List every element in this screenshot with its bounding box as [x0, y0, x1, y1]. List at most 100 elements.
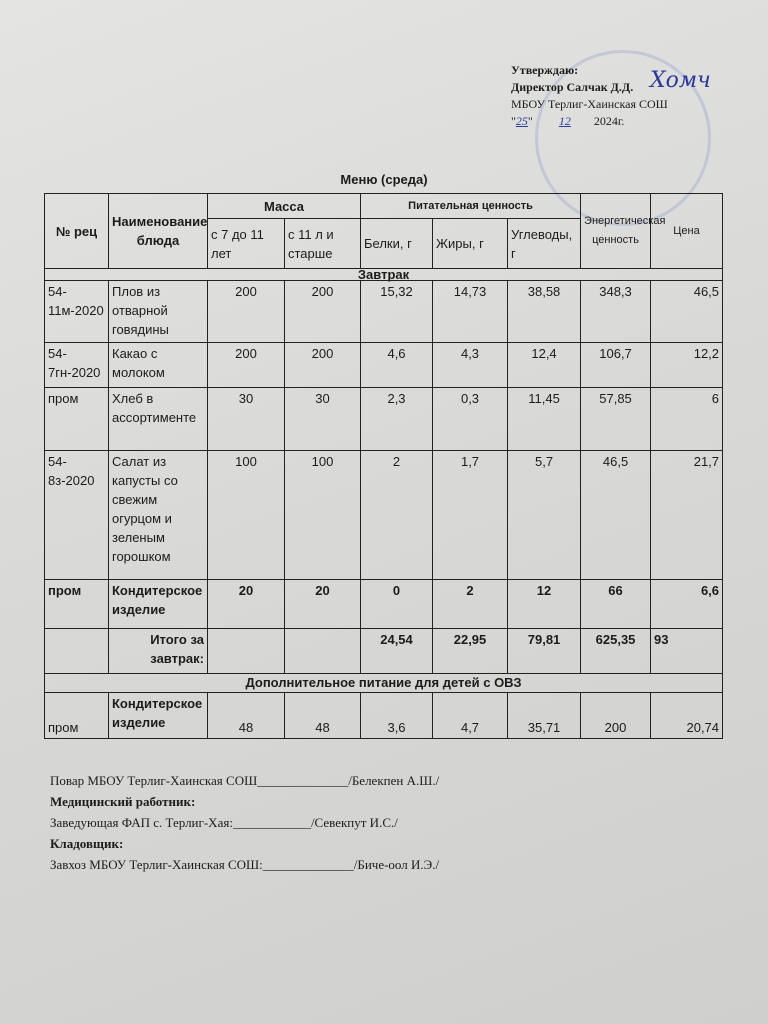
- header-protein: Белки, г: [360, 218, 434, 269]
- cell-fat: 0,3: [432, 387, 509, 451]
- total-energy: 625,35: [580, 628, 652, 674]
- total-fat: 22,95: [432, 628, 509, 674]
- cell-dish: Какао с молоком: [108, 342, 208, 388]
- director-line: Директор Салчак Д.Д.: [511, 80, 634, 94]
- supply-line: Завхоз МБОУ Терлиг-Хаинская СОШ:________…: [50, 857, 440, 872]
- cell-mass-7-11: 20: [207, 579, 285, 629]
- cell-energy: 348,3: [580, 280, 652, 343]
- cell-dish: Кондитерское изделие: [108, 579, 208, 629]
- header-dish: Наименование блюда: [108, 193, 208, 269]
- cell-carbs: 11,45: [507, 387, 582, 451]
- header-recipe: № рец: [44, 193, 109, 269]
- school-name: МБОУ Терлиг-Хаинская СОШ: [511, 97, 668, 111]
- director-signature: Хомч: [650, 68, 711, 93]
- cell-price: 20,74: [650, 692, 724, 739]
- cell-fat: 4,3: [432, 342, 509, 388]
- cell-energy: 66: [580, 579, 652, 629]
- page-title: Меню (среда): [340, 172, 428, 187]
- table-row: пром Хлеб в ассортименте 30 30 2,3 0,3 1…: [44, 387, 724, 451]
- date-day: 25: [515, 114, 528, 128]
- total-carbs: 79,81: [507, 628, 582, 674]
- cell-mass-11-plus: 48: [283, 692, 362, 739]
- cell-energy: 57,85: [580, 387, 652, 451]
- cook-line: Повар МБОУ Терлиг-Хаинская СОШ__________…: [50, 773, 440, 788]
- header-nutrition: Питательная ценность: [360, 193, 582, 219]
- cell-price: 12,2: [650, 342, 724, 388]
- supply-name: /Биче-оол И.Э./: [353, 857, 440, 872]
- cell-carbs: 35,71: [507, 692, 582, 739]
- cell-price: 6: [650, 387, 724, 451]
- cell-mass-7-11: 100: [207, 450, 285, 580]
- cell-mass-7-11: 200: [207, 280, 285, 343]
- cell-dish: Салат из капусты со свежим огурцом и зел…: [108, 450, 208, 580]
- header-mass-11-plus: с 11 л и старше: [283, 218, 362, 269]
- cell-energy: 46,5: [580, 450, 652, 580]
- cell-empty: [207, 628, 285, 674]
- cell-recipe: пром: [44, 692, 109, 739]
- cell-fat: 2: [432, 579, 509, 629]
- header-energy: Энергетическая ценность: [580, 193, 665, 269]
- header-price: Цена: [650, 193, 724, 269]
- cell-mass-7-11: 30: [207, 387, 285, 451]
- cell-mass-11-plus: 200: [283, 280, 362, 343]
- cell-recipe: 54-8з-2020: [44, 450, 109, 580]
- total-protein: 24,54: [360, 628, 434, 674]
- cook-name: /Белекпен А.Ш./: [348, 773, 440, 788]
- signatures-block: Повар МБОУ Терлиг-Хаинская СОШ__________…: [50, 770, 439, 875]
- total-price: 93: [650, 628, 724, 674]
- header-carbs: Углеводы, г: [507, 218, 582, 269]
- cell-dish: Кондитерское изделие: [108, 692, 208, 739]
- header-mass-7-11: с 7 до 11 лет: [207, 218, 285, 269]
- fap-line: Заведующая ФАП с. Терлиг-Хая:___________…: [50, 815, 398, 830]
- storekeeper-label: Кладовщик:: [50, 836, 124, 851]
- cell-price: 21,7: [650, 450, 724, 580]
- cell-protein: 3,6: [360, 692, 434, 739]
- total-row: Итого за завтрак: 24,54 22,95 79,81 625,…: [44, 628, 724, 674]
- section-extra: Дополнительное питание для детей с ОВЗ: [43, 673, 724, 693]
- cell-recipe: 54-11м-2020: [44, 280, 109, 343]
- cell-protein: 4,6: [360, 342, 434, 388]
- header-mass: Масса: [206, 193, 362, 219]
- supply-label: Завхоз МБОУ Терлиг-Хаинская СОШ:: [50, 857, 263, 872]
- table-row: 54-11м-2020 Плов из отварной говядины 20…: [44, 280, 724, 343]
- medical-label: Медицинский работник:: [50, 794, 196, 809]
- cook-label: Повар МБОУ Терлиг-Хаинская СОШ: [50, 773, 258, 788]
- cell-price: 46,5: [650, 280, 724, 343]
- cell-mass-11-plus: 30: [283, 387, 362, 451]
- cell-carbs: 38,58: [507, 280, 582, 343]
- cell-mass-7-11: 48: [207, 692, 285, 739]
- cell-fat: 1,7: [432, 450, 509, 580]
- cell-protein: 2,3: [360, 387, 434, 451]
- menu-table: № рец Наименование блюда Масса Питательн…: [43, 193, 724, 739]
- cell-fat: 4,7: [432, 692, 509, 739]
- date-month: 12: [558, 114, 571, 128]
- header-fat: Жиры, г: [432, 218, 509, 269]
- fap-name: /Севекпут И.С./: [310, 815, 398, 830]
- cell-mass-11-plus: 20: [283, 579, 362, 629]
- approval-date: "25" 12 2024г.: [511, 114, 625, 128]
- cell-empty: [283, 628, 362, 674]
- table-row: 54-8з-2020 Салат из капусты со свежим ог…: [44, 450, 724, 580]
- cell-protein: 0: [360, 579, 434, 629]
- cell-protein: 15,32: [360, 280, 434, 343]
- cell-mass-11-plus: 200: [283, 342, 362, 388]
- cell-protein: 2: [360, 450, 434, 580]
- cell-recipe: 54-7гн-2020: [44, 342, 109, 388]
- approval-label: Утверждаю:: [511, 63, 579, 77]
- cell-price: 6,6: [650, 579, 724, 629]
- cell-carbs: 12,4: [507, 342, 582, 388]
- table-row: пром Кондитерское изделие 48 48 3,6 4,7 …: [44, 692, 724, 739]
- cell-energy: 200: [580, 692, 652, 739]
- date-year: 2024г.: [593, 114, 625, 128]
- cell-energy: 106,7: [580, 342, 652, 388]
- cell-carbs: 5,7: [507, 450, 582, 580]
- approval-block: Утверждаю: Директор Салчак Д.Д. МБОУ Тер…: [511, 62, 668, 130]
- table-row: 54-7гн-2020 Какао с молоком 200 200 4,6 …: [44, 342, 724, 388]
- cell-mass-7-11: 200: [207, 342, 285, 388]
- cell-fat: 14,73: [432, 280, 509, 343]
- fap-label: Заведующая ФАП с. Терлиг-Хая:: [50, 815, 233, 830]
- section-breakfast: Завтрак: [43, 268, 724, 281]
- cell-dish: Хлеб в ассортименте: [108, 387, 208, 451]
- cell-recipe: пром: [44, 387, 109, 451]
- total-label: Итого за завтрак:: [108, 628, 208, 674]
